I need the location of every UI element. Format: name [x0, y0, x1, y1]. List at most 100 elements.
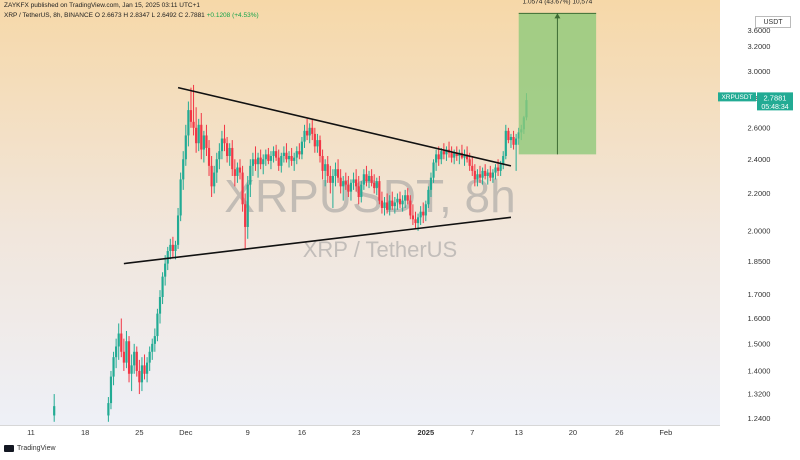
candle-body — [414, 219, 417, 224]
candle-body — [478, 174, 482, 178]
candle-body — [509, 136, 513, 141]
candle-body — [127, 341, 131, 374]
candle-body — [460, 152, 464, 158]
currency-selector[interactable]: USDT — [755, 16, 791, 28]
candle-body — [515, 138, 518, 145]
candle-body — [476, 174, 479, 180]
candle-body — [321, 155, 324, 171]
candle-body — [362, 174, 365, 185]
candle-body — [53, 406, 56, 416]
candle-body — [365, 174, 368, 182]
candle-body — [308, 127, 311, 136]
candle-body — [303, 130, 306, 142]
x-tick-label: 9 — [246, 428, 250, 437]
candle-body — [151, 343, 154, 352]
candle-body — [218, 151, 221, 160]
candle-body — [207, 147, 211, 166]
candle-body — [409, 200, 412, 216]
candle-body — [189, 110, 193, 122]
candle-body — [347, 184, 350, 192]
candle-body — [370, 175, 373, 183]
candle-body — [481, 170, 484, 178]
candle-body — [171, 244, 175, 252]
y-tick-label: 1.7000 — [748, 290, 771, 299]
candle-body — [300, 141, 304, 155]
candle-body — [432, 162, 435, 178]
candle-body — [233, 169, 236, 176]
candle-body — [437, 154, 440, 160]
candle-body — [249, 165, 252, 185]
x-tick-label: 13 — [515, 428, 523, 437]
candle-body — [396, 198, 399, 203]
candle-body — [491, 172, 495, 178]
candle-body — [504, 130, 507, 156]
x-tick-label: 7 — [470, 428, 474, 437]
candle-body — [298, 151, 301, 155]
candle-body — [117, 333, 120, 347]
candle-body — [311, 127, 314, 134]
candle-body — [148, 351, 151, 363]
candle-body — [246, 184, 249, 227]
candle-body — [231, 147, 234, 170]
candle-body — [282, 152, 285, 156]
candle-body — [140, 365, 144, 383]
symbol-line: XRP / TetherUS, 8h, BINANCE — [4, 12, 93, 19]
x-tick-label: 2025 — [417, 428, 434, 437]
candle-body — [489, 172, 492, 178]
candle-body — [419, 211, 422, 218]
candle-body — [336, 169, 340, 178]
candle-body — [329, 175, 332, 183]
tradingview-icon — [4, 445, 14, 452]
candle-body — [455, 152, 458, 156]
candle-body — [120, 333, 123, 352]
candle-body — [360, 184, 363, 198]
trendlines — [123, 86, 512, 265]
y-tick-label: 2.2000 — [748, 189, 771, 198]
y-tick-label: 1.5000 — [748, 339, 771, 348]
candle-body — [313, 133, 316, 147]
candle-body — [138, 370, 141, 383]
candle-body — [422, 211, 425, 216]
lower-trendline[interactable] — [123, 216, 512, 265]
candle-body — [445, 149, 448, 155]
candle-body — [383, 202, 386, 208]
candle-body — [269, 155, 273, 161]
candle-body — [143, 365, 146, 374]
x-tick-label: Feb — [659, 428, 672, 437]
candle-body — [287, 155, 291, 160]
candle-body — [352, 179, 355, 183]
candle-body — [145, 362, 149, 374]
upper-trendline[interactable] — [177, 86, 512, 167]
candle-body — [115, 346, 118, 358]
candle-body — [502, 155, 505, 165]
candle-body — [184, 135, 187, 160]
candle-body — [391, 200, 394, 207]
candle-body — [202, 135, 205, 150]
last-price-symbol-tag — [718, 92, 756, 102]
candle-body — [244, 204, 247, 227]
x-tick-label: 26 — [615, 428, 623, 437]
candle-body — [277, 157, 280, 166]
candle-body — [406, 195, 409, 201]
time-axis-panel — [0, 425, 800, 439]
candle-body — [228, 147, 231, 156]
candle-body — [169, 244, 172, 252]
candle-body — [393, 202, 396, 207]
candle-body — [210, 165, 213, 187]
candle-body — [280, 155, 283, 166]
price-change: +0.1208 (+4.53%) — [206, 12, 259, 19]
x-tick-label: 23 — [352, 428, 360, 437]
candle-body — [385, 202, 389, 210]
candle-body — [187, 110, 190, 136]
candle-body — [176, 215, 180, 245]
candle-body — [465, 154, 469, 160]
candle-body — [205, 135, 208, 148]
candle-body — [499, 164, 502, 171]
candle-body — [424, 204, 427, 216]
x-tick-label: 20 — [569, 428, 577, 437]
candle-body — [251, 159, 255, 166]
candle-body — [156, 313, 159, 337]
candle-body — [494, 167, 497, 173]
